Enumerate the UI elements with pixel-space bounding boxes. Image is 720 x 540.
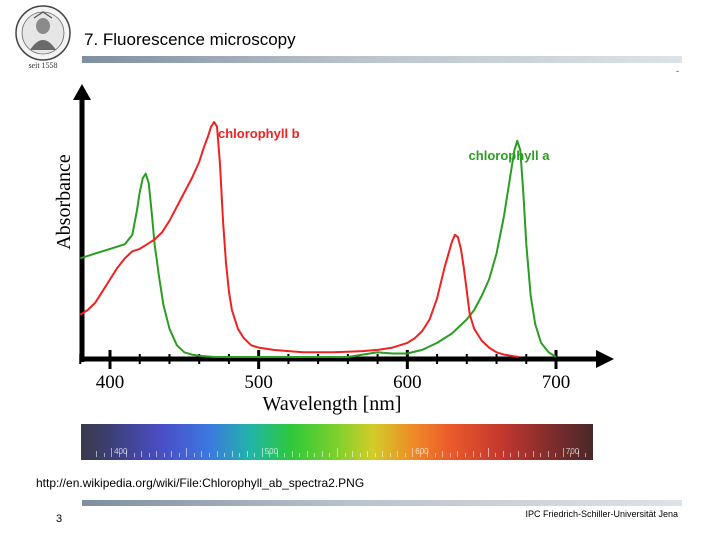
spectrum-tick bbox=[254, 453, 256, 457]
spectrum-tick bbox=[111, 448, 113, 457]
x-axis-title: Wavelength [nm] bbox=[263, 393, 402, 415]
spectrum-tick bbox=[367, 451, 369, 457]
chart-axes bbox=[73, 84, 614, 369]
spectrum-tick bbox=[133, 453, 135, 457]
spectrum-tick bbox=[216, 451, 218, 457]
chart-series-layer bbox=[79, 121, 557, 358]
footer-organization: IPC Friedrich-Schiller-Universität Jena bbox=[525, 509, 678, 519]
spectrum-tick bbox=[171, 451, 173, 457]
spectrum-tick bbox=[525, 453, 527, 457]
series-label-chlorophyll-a: chlorophyll a bbox=[469, 148, 551, 163]
spectrum-tick bbox=[321, 451, 323, 457]
spectrum-tick bbox=[224, 453, 226, 457]
x-tick-label: 700 bbox=[542, 372, 571, 393]
spectrum-tick bbox=[141, 451, 143, 457]
spectrum-tick bbox=[163, 453, 165, 457]
spectrum-tick bbox=[231, 451, 233, 457]
chart-labels-layer: 400 500 600 700 Wavelength [nm] Absorbance chl… bbox=[53, 126, 570, 415]
spectrum-tick bbox=[261, 448, 263, 457]
spectrum-tick bbox=[442, 451, 444, 457]
spectrum-tick bbox=[585, 453, 587, 457]
spectrum-tick bbox=[156, 451, 158, 457]
x-tick-label: 500 bbox=[244, 372, 273, 393]
spectrum-tick bbox=[562, 448, 564, 457]
spectrum-tick bbox=[284, 453, 286, 457]
spectrum-tick bbox=[246, 451, 248, 457]
spectrum-tick bbox=[419, 453, 421, 457]
x-axis-arrow bbox=[596, 350, 614, 368]
series-label-chlorophyll-b: chlorophyll b bbox=[218, 126, 300, 141]
spectrum-tick bbox=[239, 453, 241, 457]
spectrum-tick bbox=[118, 453, 120, 457]
spectrum-tick bbox=[148, 453, 150, 457]
spectrum-tick bbox=[517, 451, 519, 457]
spectrum-tick bbox=[276, 451, 278, 457]
spectrum-tick bbox=[555, 453, 557, 457]
spectrum-tick bbox=[306, 451, 308, 457]
spectrum-tick bbox=[480, 453, 482, 457]
footer-divider bbox=[82, 500, 682, 506]
spectrum-tick bbox=[314, 453, 316, 457]
spectrum-tick bbox=[510, 453, 512, 457]
y-axis-arrow bbox=[73, 84, 91, 100]
title-divider bbox=[82, 56, 682, 63]
page-number: 3 bbox=[56, 513, 63, 525]
spectrum-tick bbox=[299, 453, 301, 457]
x-tick-label: 400 bbox=[96, 372, 125, 393]
spectrum-tick bbox=[577, 451, 579, 457]
spectrum-tick bbox=[449, 453, 451, 457]
spectrum-tick bbox=[389, 453, 391, 457]
visible-spectrum-bar: 400 500 600 700 bbox=[81, 424, 593, 460]
university-seal-logo bbox=[15, 5, 71, 61]
y-axis-title: Absorbance bbox=[53, 154, 75, 250]
spectrum-tick bbox=[103, 453, 105, 457]
spectrum-tick bbox=[126, 451, 128, 457]
spectrum-tick bbox=[382, 451, 384, 457]
spectrum-tick bbox=[570, 453, 572, 457]
source-url: http://en.wikipedia.org/wiki/File:Chloro… bbox=[36, 476, 365, 490]
spectrum-tick bbox=[344, 453, 346, 457]
spectrum-tick-row: 400 500 600 700 bbox=[81, 447, 593, 457]
slide-title: 7. Fluorescence microscopy bbox=[84, 30, 296, 49]
spectrum-tick bbox=[201, 451, 203, 457]
spectrum-tick bbox=[547, 451, 549, 457]
spectrum-tick bbox=[465, 453, 466, 457]
series-line-chlorophyll-a bbox=[79, 139, 557, 358]
absorbance-chart: 400 500 600 700 Wavelength [nm] Absorbance chl… bbox=[53, 84, 614, 415]
spectrum-label: 400 bbox=[114, 447, 128, 456]
spectrum-tick bbox=[540, 453, 542, 457]
spectrum-tick bbox=[269, 453, 271, 457]
spectrum-tick bbox=[412, 448, 414, 457]
spectrum-tick bbox=[193, 453, 195, 457]
spectrum-tick bbox=[487, 448, 489, 457]
corner-mark: - bbox=[676, 66, 679, 76]
spectrum-tick bbox=[374, 453, 376, 457]
spectrum-tick bbox=[352, 451, 354, 457]
spectrum-tick bbox=[397, 451, 399, 457]
spectrum-label: 700 bbox=[565, 447, 580, 456]
spectrum-tick bbox=[427, 451, 429, 457]
spectrum-tick bbox=[457, 451, 459, 457]
spectrum-tick bbox=[178, 453, 180, 457]
spectrum-tick bbox=[502, 451, 504, 457]
logo-caption: seit 1558 bbox=[28, 61, 58, 70]
spectrum-tick bbox=[359, 453, 361, 457]
x-tick-label: 600 bbox=[393, 372, 422, 393]
spectrum-tick bbox=[291, 451, 293, 457]
spectrum-label: 600 bbox=[415, 447, 429, 456]
spectrum-tick bbox=[472, 451, 474, 457]
series-line-chlorophyll-b bbox=[79, 121, 519, 358]
spectrum-tick bbox=[186, 448, 188, 457]
spectrum-tick bbox=[337, 448, 338, 457]
spectrum-tick bbox=[404, 453, 406, 457]
spectrum-tick bbox=[434, 453, 436, 457]
spectrum-tick bbox=[329, 453, 331, 457]
spectrum-tick bbox=[96, 451, 98, 457]
spectrum-label: 500 bbox=[264, 447, 279, 456]
spectrum-tick bbox=[532, 451, 534, 457]
spectrum-tick bbox=[209, 453, 210, 457]
spectrum-tick bbox=[495, 453, 497, 457]
